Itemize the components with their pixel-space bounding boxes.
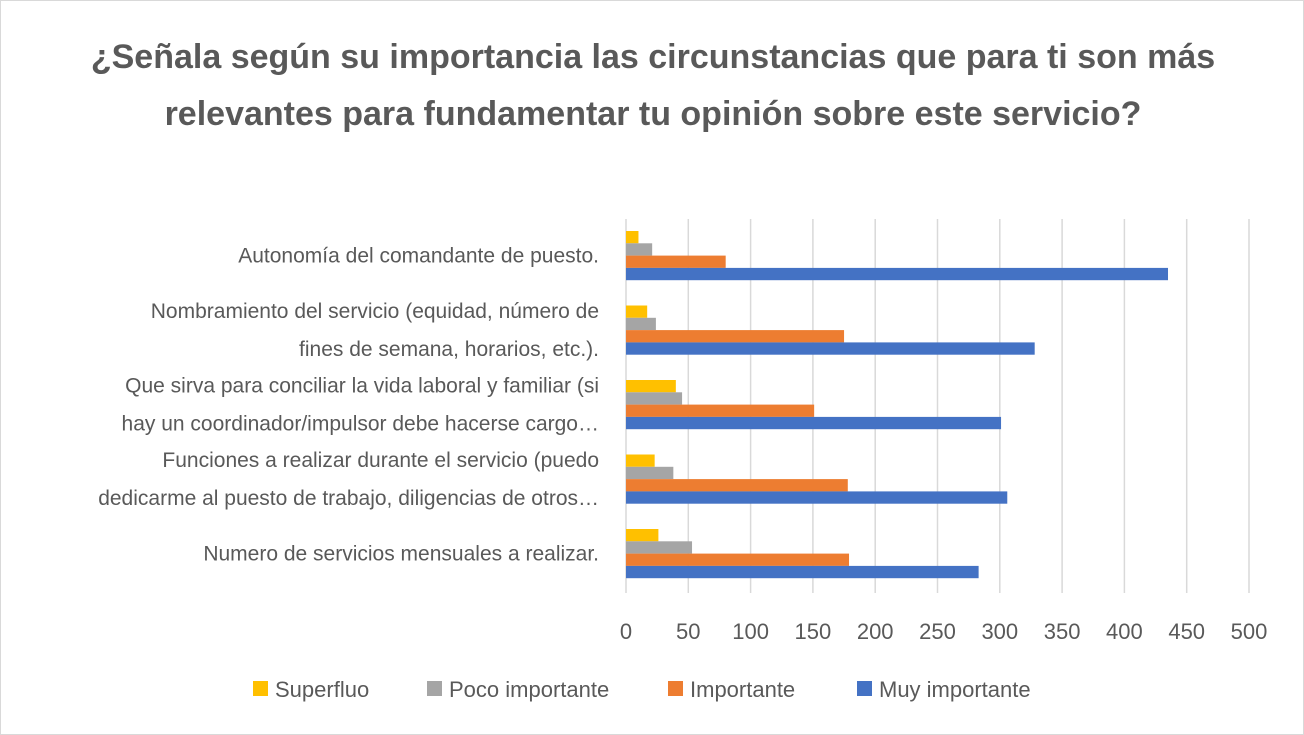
legend-label: Muy importante <box>879 677 1031 702</box>
chart-title: ¿Señala según su importancia las circuns… <box>90 38 1216 133</box>
legend-label: Poco importante <box>449 677 609 702</box>
x-tick-label: 50 <box>676 619 700 644</box>
bar-poco-importante <box>626 541 693 554</box>
category-label: Numero de servicios mensuales a realizar… <box>203 543 599 566</box>
category-label: dedicarme al puesto de trabajo, diligenc… <box>98 487 599 510</box>
bar-poco-importante <box>626 243 653 256</box>
x-tick-label: 100 <box>732 619 769 644</box>
bar-muy-importante <box>626 491 1008 504</box>
category-label: fines de semana, horarios, etc.). <box>299 338 599 361</box>
bar-muy-importante <box>626 416 1002 430</box>
x-tick-label: 350 <box>1044 619 1081 644</box>
bar-layer <box>626 231 1169 579</box>
category-labels: Autonomía del comandante de puesto. Nombr… <box>98 245 599 566</box>
bar-importante <box>626 404 815 417</box>
legend-swatch <box>253 681 268 696</box>
x-tick-label: 0 <box>620 619 632 644</box>
bar-importante <box>626 479 848 492</box>
legend: Superfluo Poco importante Importante Muy im… <box>253 677 1031 702</box>
x-tick-label: 200 <box>857 619 894 644</box>
category-label: Autonomía del comandante de puesto. <box>238 245 599 268</box>
bar-superfluo <box>626 529 659 542</box>
legend-label: Superfluo <box>275 677 369 702</box>
x-tick-label: 400 <box>1106 619 1143 644</box>
bar-poco-importante <box>626 392 683 405</box>
legend-swatch <box>857 681 872 696</box>
x-tick-label: 450 <box>1168 619 1205 644</box>
bar-superfluo <box>626 380 676 393</box>
x-tick-label: 250 <box>919 619 956 644</box>
x-tick-label: 500 <box>1231 619 1268 644</box>
category-label: Que sirva para conciliar la vida laboral… <box>125 375 599 398</box>
bar-superfluo <box>626 305 648 318</box>
category-label: Funciones a realizar durante el servicio… <box>162 449 599 472</box>
bar-importante <box>626 255 726 268</box>
grid-layer <box>625 219 1250 593</box>
legend-label: Importante <box>690 677 795 702</box>
legend-swatch <box>427 681 442 696</box>
x-tick-label: 150 <box>795 619 832 644</box>
bar-superfluo <box>626 231 639 244</box>
x-tick-label: 300 <box>981 619 1018 644</box>
bar-importante <box>626 553 850 566</box>
legend-swatch <box>668 681 683 696</box>
bar-muy-importante <box>626 342 1035 355</box>
bar-muy-importante <box>626 565 979 579</box>
bar-superfluo <box>626 454 655 467</box>
bar-muy-importante <box>626 267 1169 281</box>
category-label: hay un coordinador/impulsor debe hacerse… <box>122 413 599 436</box>
category-label: Nombramiento del servicio (equidad, núme… <box>151 300 599 323</box>
x-axis-ticks: 0 50 100 150 200 250 300 350 400 450 500 <box>620 619 1267 644</box>
bar-poco-importante <box>626 317 656 331</box>
bar-poco-importante <box>626 466 674 480</box>
bar-importante <box>626 330 845 343</box>
